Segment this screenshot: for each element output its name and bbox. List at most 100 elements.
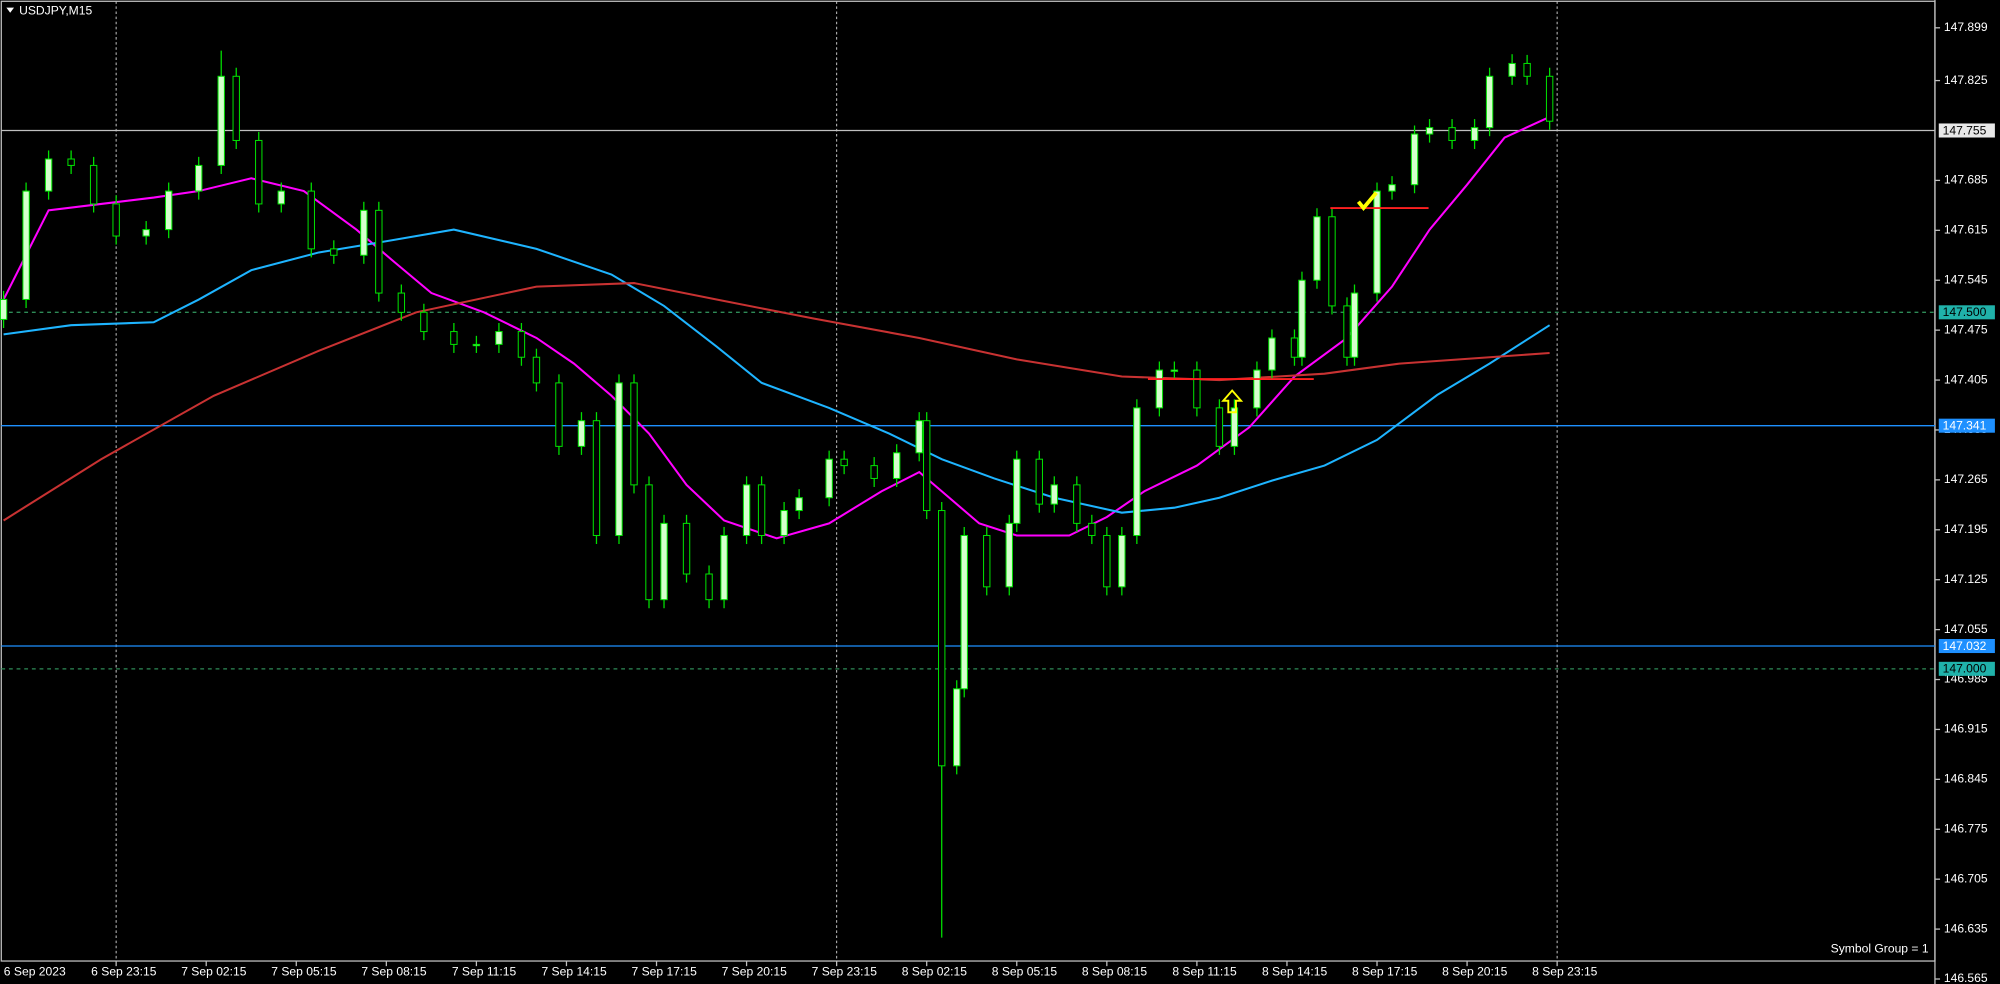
candle-body bbox=[1448, 127, 1456, 141]
x-tick-label: 7 Sep 20:15 bbox=[722, 965, 788, 979]
candle-body bbox=[1508, 62, 1516, 77]
buy-arrow bbox=[1221, 389, 1244, 414]
candle-body bbox=[307, 190, 315, 250]
menu-triangle[interactable] bbox=[6, 7, 15, 13]
symbol-group: Symbol Group = 1 bbox=[1831, 942, 1929, 956]
level-label-bg bbox=[1938, 418, 1995, 433]
candle-body bbox=[0, 298, 8, 320]
x-tick-label: 7 Sep 14:15 bbox=[541, 965, 607, 979]
x-tick-label: 7 Sep 08:15 bbox=[361, 965, 427, 979]
candle-body bbox=[1118, 534, 1126, 588]
candle-body bbox=[517, 331, 526, 358]
x-tick-label: 6 Sep 23:15 bbox=[91, 965, 157, 979]
candle-body bbox=[1545, 75, 1554, 122]
candle-body bbox=[1073, 484, 1081, 524]
candle-body bbox=[923, 420, 931, 512]
y-tick-label: 146.565 bbox=[1944, 971, 1988, 984]
y-tick-label: 146.705 bbox=[1944, 871, 1988, 885]
candle-body bbox=[142, 229, 150, 237]
candle-body bbox=[67, 158, 75, 166]
candle-body bbox=[660, 522, 668, 601]
candle-body bbox=[1373, 190, 1381, 294]
candle-body bbox=[953, 688, 961, 767]
candle-body bbox=[1155, 369, 1164, 409]
x-tick-label: 6 Sep 2023 bbox=[4, 965, 66, 979]
candle-body bbox=[277, 190, 285, 205]
candle-body bbox=[195, 164, 203, 192]
candle-body bbox=[870, 465, 878, 479]
x-tick-label: 8 Sep 08:15 bbox=[1082, 965, 1148, 979]
candle-body bbox=[532, 356, 541, 384]
level-label: 147.341 bbox=[1943, 419, 1987, 433]
candle-body bbox=[645, 484, 653, 601]
y-tick-label: 147.685 bbox=[1944, 173, 1988, 187]
candle-body bbox=[450, 331, 458, 345]
candle-body bbox=[682, 522, 691, 575]
level-label-bg bbox=[1938, 661, 1995, 676]
y-tick-label: 147.055 bbox=[1944, 622, 1988, 636]
candle-body bbox=[1193, 369, 1201, 409]
x-tick-label: 8 Sep 02:15 bbox=[902, 965, 968, 979]
candle-body bbox=[1388, 184, 1396, 192]
candle-body bbox=[1298, 279, 1306, 358]
x-tick-label: 7 Sep 17:15 bbox=[632, 965, 698, 979]
candle-body bbox=[112, 203, 120, 237]
candle-body bbox=[630, 382, 638, 486]
candle-body bbox=[232, 75, 240, 141]
candle-body bbox=[1005, 522, 1013, 588]
level-label: 147.500 bbox=[1943, 305, 1987, 319]
candle-body bbox=[44, 158, 53, 192]
moving-average bbox=[3, 228, 1551, 514]
candle-body bbox=[255, 139, 263, 205]
candle-body bbox=[360, 209, 368, 256]
candle-body bbox=[1328, 216, 1336, 307]
check-mark bbox=[1356, 191, 1378, 212]
candle-body bbox=[375, 209, 383, 294]
y-tick-label: 147.265 bbox=[1944, 472, 1988, 486]
x-tick-label: 7 Sep 11:15 bbox=[452, 965, 517, 979]
candle-body bbox=[1350, 292, 1359, 358]
candle-body bbox=[22, 190, 30, 300]
x-tick-label: 8 Sep 23:15 bbox=[1532, 965, 1598, 979]
level-label: 147.032 bbox=[1943, 639, 1987, 653]
x-tick-label: 8 Sep 14:15 bbox=[1262, 965, 1328, 979]
symbol-title: USDJPY,M15 bbox=[19, 4, 92, 18]
candle-body bbox=[592, 420, 601, 537]
level-label: 147.755 bbox=[1943, 123, 1987, 137]
candle-body bbox=[1230, 407, 1239, 447]
level-label: 147.000 bbox=[1943, 662, 1987, 676]
candle-body bbox=[1343, 305, 1351, 358]
y-tick-label: 147.125 bbox=[1944, 572, 1988, 586]
candle-body bbox=[938, 510, 946, 767]
candle-body bbox=[1425, 127, 1434, 135]
candle-body bbox=[1485, 75, 1494, 129]
y-tick-label: 147.475 bbox=[1944, 322, 1988, 336]
y-tick-label: 147.825 bbox=[1944, 73, 1988, 87]
candle-body bbox=[397, 292, 406, 313]
y-tick-label: 147.899 bbox=[1944, 20, 1988, 34]
candle-body bbox=[795, 497, 803, 512]
x-tick-label: 7 Sep 05:15 bbox=[271, 965, 337, 979]
x-tick-label: 8 Sep 05:15 bbox=[992, 965, 1058, 979]
candle-body bbox=[555, 382, 563, 447]
candle-body bbox=[892, 452, 901, 479]
candle-body bbox=[1470, 127, 1479, 141]
y-tick-label: 146.845 bbox=[1944, 772, 1988, 786]
candle-body bbox=[720, 534, 728, 601]
candle-body bbox=[1133, 407, 1141, 537]
y-tick-label: 147.615 bbox=[1944, 223, 1988, 237]
level-label-bg bbox=[1938, 123, 1995, 138]
candle-body bbox=[1253, 369, 1261, 409]
candle-body bbox=[825, 458, 833, 499]
candle-body bbox=[615, 382, 623, 537]
candle-body bbox=[742, 484, 751, 537]
x-tick-label: 8 Sep 11:15 bbox=[1172, 965, 1237, 979]
candle-body bbox=[1088, 522, 1096, 537]
candle-body bbox=[89, 164, 98, 205]
candle-body bbox=[840, 458, 848, 467]
candle-body bbox=[472, 343, 481, 347]
level-label-bg bbox=[1938, 638, 1995, 654]
candle-body bbox=[330, 248, 338, 256]
